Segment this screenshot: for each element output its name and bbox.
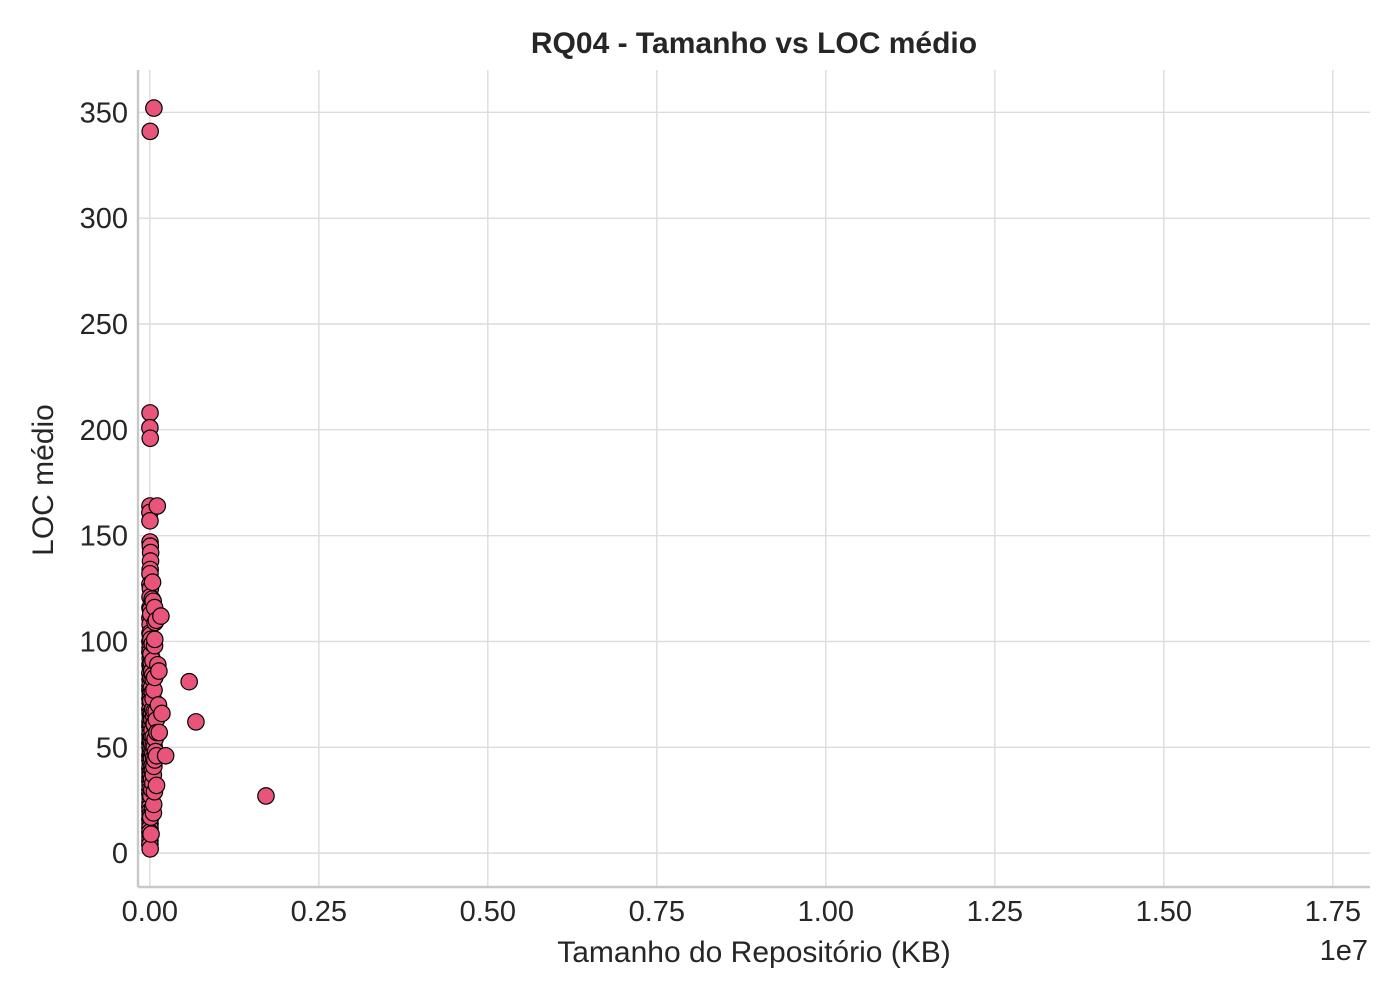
y-tick-label: 0 (112, 838, 128, 870)
y-tick-label: 100 (80, 626, 128, 658)
data-point (145, 630, 164, 649)
data-point (141, 122, 159, 141)
x-tick-label: 0.50 (460, 896, 516, 928)
y-tick-label: 250 (80, 309, 128, 341)
data-points (141, 99, 275, 858)
x-tick-labels: 0.00 0.25 0.50 0.75 1.00 1.25 1.50 1.75 (122, 896, 1361, 928)
axis-spines (136, 70, 1370, 889)
chart-title: RQ04 - Tamanho vs LOC médio (531, 27, 977, 60)
x-tick-label: 0.00 (122, 896, 178, 928)
data-point (141, 429, 160, 448)
data-point (180, 672, 198, 691)
data-point (143, 573, 162, 592)
data-point (141, 404, 159, 422)
data-point (150, 662, 168, 680)
data-point (156, 746, 175, 765)
data-point (141, 840, 159, 858)
data-point (148, 497, 167, 515)
data-point (142, 825, 160, 843)
x-axis-label: Tamanho do Repositório (KB) (557, 936, 951, 969)
data-point (150, 723, 169, 742)
x-tick-label: 1.50 (1136, 896, 1192, 928)
x-tick-label: 0.25 (291, 896, 347, 928)
data-point (153, 704, 171, 723)
data-point (141, 512, 159, 530)
x-tick-label: 1.25 (967, 896, 1023, 928)
y-tick-label: 300 (80, 203, 128, 235)
y-tick-label: 150 (80, 521, 128, 553)
data-point (145, 99, 163, 117)
data-point (257, 787, 275, 805)
x-tick-label: 1.75 (1305, 896, 1361, 928)
y-tick-label: 200 (80, 415, 128, 447)
y-tick-label: 350 (80, 97, 128, 129)
y-axis-label: LOC médio (27, 404, 60, 556)
data-point (147, 776, 166, 795)
data-point (152, 607, 170, 625)
x-tick-label: 0.75 (629, 896, 685, 928)
grid-lines (138, 70, 1370, 887)
x-tick-label: 1.00 (798, 896, 854, 928)
y-tick-labels: 0 50 100 150 200 250 300 350 (80, 97, 128, 870)
data-point (187, 713, 205, 731)
y-tick-label: 50 (96, 732, 128, 764)
x-axis-offset-label: 1e7 (1320, 935, 1368, 967)
